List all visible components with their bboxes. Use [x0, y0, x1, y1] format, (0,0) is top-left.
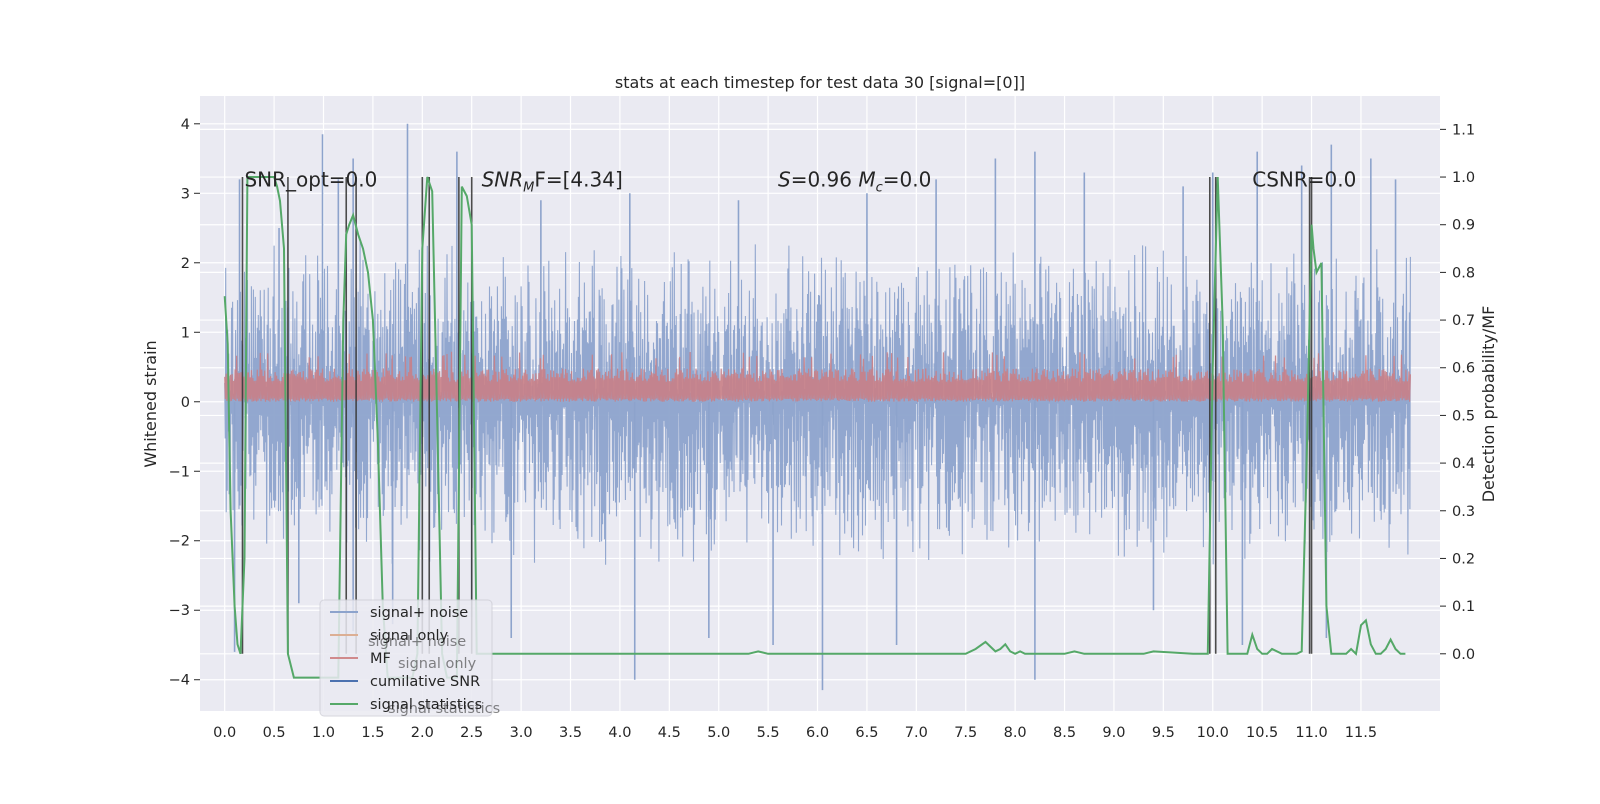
legend-box — [319, 599, 493, 717]
x-tick-label: 6.0 — [806, 725, 829, 741]
annotation-part: =0.96 — [791, 167, 859, 191]
y2-tick-label: 0.1 — [1452, 599, 1475, 615]
y-tick-label: −1 — [169, 464, 190, 480]
legend-label-signal_noise: signal+ noise — [370, 605, 468, 621]
annotation-part: SNR — [482, 167, 524, 191]
y2-tick-label: 1.0 — [1452, 170, 1475, 186]
x-tick-label: 9.0 — [1102, 725, 1125, 741]
annotation-3: CSNR=0.0 — [1252, 167, 1356, 191]
y2-tick-label: 0.7 — [1452, 313, 1475, 329]
annotation-part: M — [523, 180, 534, 195]
y2-tick-label: 0.8 — [1452, 265, 1475, 281]
x-tick-label: 9.5 — [1152, 725, 1175, 741]
x-tick-label: 2.5 — [460, 725, 483, 741]
x-tick-label: 2.0 — [411, 725, 434, 741]
x-tick-label: 7.0 — [905, 725, 928, 741]
x-tick-label: 3.5 — [559, 725, 582, 741]
y2-axis-label: Detection probability/MF — [1479, 306, 1498, 503]
y-tick-label: −2 — [169, 534, 190, 550]
x-tick-label: 11.0 — [1295, 725, 1327, 741]
legend-label-signal_only: signal only — [370, 628, 449, 644]
y2-axis-ticks: 0.0 0.1 0.2 0.3 0.4 0.5 0.6 0.7 0.8 0.9 1.0 1.1 — [1440, 122, 1475, 663]
annotation-part: =0.0 — [883, 167, 932, 191]
y2-tick-label: 0.3 — [1452, 504, 1475, 520]
y-tick-label: 4 — [181, 117, 190, 133]
ghost-legend-text: signal+ noise — [368, 634, 466, 650]
ghost-legend-text: signal statistics — [388, 701, 500, 717]
y2-tick-label: 0.4 — [1452, 456, 1475, 472]
annotation-0: SNR_opt=0.0 — [244, 167, 377, 191]
ghost-legend-text: signal only — [398, 656, 477, 672]
legend-label-cumulative_snr: cumilative SNR — [370, 674, 480, 690]
y-tick-label: 3 — [181, 186, 190, 202]
annotation-part: c — [876, 180, 883, 195]
x-tick-label: 1.5 — [361, 725, 384, 741]
y-tick-label: −3 — [169, 603, 190, 619]
annotation-2: S=0.96 Mc=0.0 — [778, 167, 931, 195]
signal-statistics-series — [223, 176, 1406, 679]
x-tick-label: 7.5 — [954, 725, 977, 741]
y2-tick-label: 0.5 — [1452, 408, 1475, 424]
x-tick-label: 1.0 — [312, 725, 335, 741]
x-tick-label: 10.5 — [1246, 725, 1278, 741]
x-tick-label: 11.5 — [1345, 725, 1377, 741]
x-axis-ticks: 0.0 0.5 1.0 1.5 2.0 2.5 3.0 3.5 4.0 4.5 5.0 5.5 6.0 6… — [213, 725, 1377, 741]
annotation-1: SNRMF=[4.34] — [482, 167, 623, 195]
y2-tick-label: 0.6 — [1452, 361, 1475, 377]
x-tick-label: 8.0 — [1004, 725, 1027, 741]
x-tick-label: 8.5 — [1053, 725, 1076, 741]
y-tick-label: 0 — [181, 395, 190, 411]
y2-tick-label: 0.9 — [1452, 218, 1475, 234]
legend-label-mf: MF — [370, 651, 391, 667]
x-tick-label: 0.5 — [263, 725, 286, 741]
chart-title: stats at each timestep for test data 30 … — [615, 73, 1025, 92]
y2-tick-label: 0.0 — [1452, 647, 1475, 663]
x-tick-label: 5.0 — [707, 725, 730, 741]
annotation-part: F=[4.34] — [534, 167, 622, 191]
y2-tick-label: 0.2 — [1452, 551, 1475, 567]
x-tick-label: 6.5 — [855, 725, 878, 741]
y-tick-label: 1 — [181, 325, 190, 341]
y2-tick-label: 1.1 — [1452, 122, 1475, 138]
x-tick-label: 10.0 — [1197, 725, 1229, 741]
x-tick-label: 3.0 — [510, 725, 533, 741]
x-tick-label: 4.5 — [658, 725, 681, 741]
x-tick-label: 4.0 — [608, 725, 631, 741]
annotation-part: S — [778, 167, 791, 191]
x-tick-label: 5.5 — [757, 725, 780, 741]
y-axis-ticks: −4 −3 −2 −1 0 1 2 3 4 — [169, 117, 200, 689]
y-axis-label: Whitened strain — [141, 340, 160, 467]
y-tick-label: −4 — [169, 673, 190, 689]
y-tick-label: 2 — [181, 256, 190, 272]
legend-label-signal_statistics: signal statistics — [370, 697, 482, 713]
annotations: SNR_opt=0.0 SNRMF=[4.34] S=0.96 Mc=0.0 CSNR… — [244, 167, 1356, 195]
x-tick-label: 0.0 — [213, 725, 236, 741]
signal-statistics-line — [223, 176, 1406, 679]
annotation-part: M — [858, 167, 875, 191]
